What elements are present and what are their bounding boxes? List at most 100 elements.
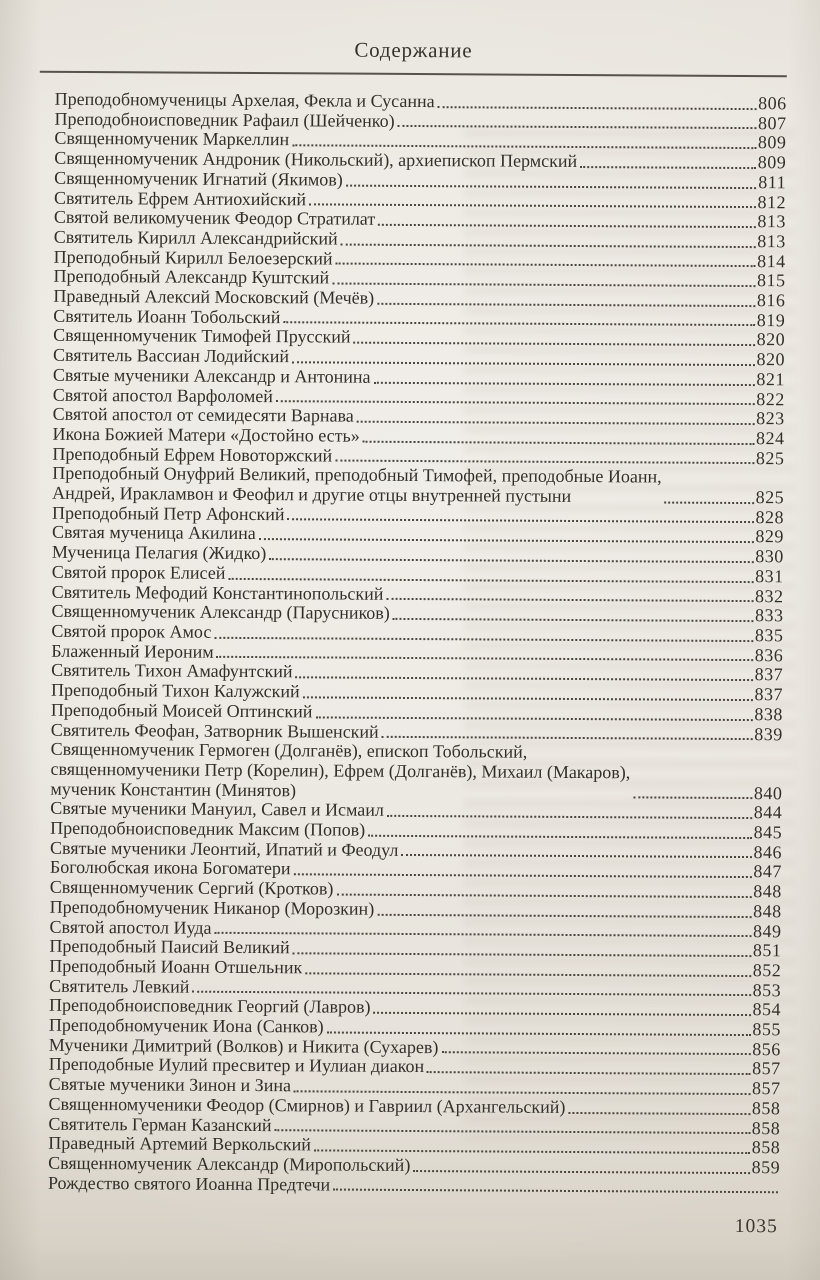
dot-leader [377, 913, 752, 918]
dot-leader [335, 262, 756, 268]
dot-leader [216, 656, 753, 662]
dot-leader [397, 125, 756, 130]
toc-entry-page-number: 825 [755, 487, 785, 508]
toc-entry-page-number: 828 [755, 506, 785, 528]
toc-entry-page-number: 847 [753, 861, 782, 882]
toc-entry-page-number: 823 [756, 408, 785, 429]
dot-leader [427, 1071, 751, 1076]
toc-entry: Преподобный Онуфрий Великий, преподобный… [52, 463, 785, 508]
toc-entry-page-number: 857 [752, 1078, 781, 1099]
dot-leader [275, 400, 755, 406]
toc-entry-title: Святитель Левкий [49, 975, 190, 997]
dot-leader [373, 1011, 751, 1017]
dot-leader [315, 715, 753, 721]
dot-leader [335, 459, 754, 465]
toc-entry-page-number: 821 [756, 368, 785, 390]
toc-entry-page-number: 814 [757, 250, 786, 271]
toc-entry-title: Преподобный Иоанн Отшельник [49, 955, 303, 978]
dot-leader [345, 184, 757, 189]
toc-entry-page-number: 852 [752, 960, 782, 981]
dot-leader [633, 796, 752, 800]
toc-entry-title: Преподобномученик Никанор (Морозкин) [49, 896, 375, 919]
toc-entry-page-number: 840 [753, 782, 783, 803]
toc-entry-title: Преподобный Моисей Оптинский [50, 699, 313, 722]
dot-leader [377, 302, 755, 307]
dot-leader [313, 1149, 750, 1155]
dot-leader [292, 361, 755, 366]
toc-entry-title: Преподобномученик Иона (Санков) [48, 1014, 324, 1037]
dot-leader [580, 165, 756, 169]
dot-leader [333, 1188, 778, 1194]
toc-entry-page-number: 819 [756, 309, 786, 331]
dot-leader [293, 1090, 751, 1095]
toc-entry-page-number: 825 [755, 447, 785, 468]
dot-leader [441, 1051, 751, 1056]
toc-entry-page-number: 858 [751, 1117, 781, 1138]
toc-entry-page-number: 813 [757, 231, 786, 252]
toc-entry-page-number: 858 [751, 1097, 781, 1119]
toc-entry-page-number: 837 [754, 684, 784, 705]
dot-leader [214, 636, 753, 642]
toc-entry-title: Священномученик Игнатий (Якимов) [54, 167, 343, 190]
dot-leader [326, 1031, 751, 1036]
toc-entry-title: Святой пророк Амос [51, 620, 212, 642]
dot-leader [437, 105, 757, 110]
toc-entry-title: Святые мученики Александр и Антонина [52, 364, 371, 387]
dot-leader [258, 538, 754, 544]
toc-entry-page-number: 859 [751, 1157, 781, 1178]
toc-list: Преподобномученицы Архелая, Фекла и Суса… [33, 89, 787, 1198]
toc-entry-page-number: 858 [751, 1137, 781, 1158]
toc-entry-page-number: 851 [752, 940, 782, 961]
dot-leader [386, 814, 752, 820]
toc-entry-page-number: 813 [757, 211, 786, 232]
dot-leader [228, 577, 754, 583]
dot-leader [336, 893, 752, 898]
toc-entry-page-number: 833 [754, 605, 784, 626]
toc-entry-page-number: 839 [754, 723, 783, 744]
toc-entry-page-number: 837 [754, 664, 784, 685]
toc-entry-page-number: 811 [758, 171, 787, 193]
dot-leader [568, 1111, 750, 1115]
dot-leader [293, 873, 752, 879]
toc-entry-page-number: 855 [752, 1019, 782, 1040]
toc-entry-title: Преподобный Тихон Калужский [50, 679, 300, 702]
dot-leader [664, 501, 754, 504]
dot-leader [309, 203, 756, 209]
dot-leader [373, 381, 755, 386]
toc-entry-page-number: 830 [755, 546, 784, 567]
toc-entry-title: Блаженный Иероним [51, 640, 214, 662]
dot-leader [292, 144, 756, 150]
toc-entry: Рождество святого Иоанна Предтечи [47, 1172, 780, 1197]
title-divider [39, 70, 787, 78]
dot-leader [305, 971, 751, 977]
dot-leader [362, 440, 755, 445]
dot-leader [368, 834, 752, 839]
toc-entry-title: Святые мученики Зинон и Зина [48, 1073, 292, 1096]
toc-entry-title: Рождество святого Иоанна Предтечи [47, 1172, 331, 1195]
toc-entry-page-number: 853 [752, 979, 782, 1000]
toc-entry-page-number: 829 [755, 526, 785, 547]
toc-entry-page-number: 806 [758, 93, 787, 114]
toc-entry-page-number: 831 [755, 565, 784, 587]
dot-leader [274, 1129, 750, 1135]
toc-entry-page-number: 816 [756, 290, 786, 311]
toc-entry-title: Мученица Пелагия (Жидко) [51, 541, 267, 564]
toc-entry-title: Святая мученица Акилина [51, 522, 256, 544]
toc-entry-page-number: 822 [756, 388, 785, 409]
dot-leader [386, 598, 754, 603]
toc-entry-page-number: 845 [753, 822, 783, 843]
toc-entry-title: Преподобный Онуфрий Великий, преподобный… [52, 463, 662, 507]
toc-entry-title: Святитель Герман Казанский [48, 1113, 272, 1135]
dot-leader [356, 420, 755, 426]
toc-entry-title: Святой пророк Елисей [51, 561, 226, 583]
toc-entry-page-number: 824 [756, 428, 785, 449]
dot-leader [401, 854, 752, 859]
toc-entry-page-number: 848 [753, 881, 782, 902]
toc-entry-title: Святитель Кирилл Александрийский [53, 226, 338, 249]
toc-entry-page-number: 849 [752, 920, 782, 941]
dot-leader [378, 223, 756, 229]
toc-entry-page-number: 809 [757, 132, 787, 153]
toc-entry-page-number: 820 [756, 329, 786, 350]
toc-entry-page-number: 836 [754, 644, 784, 665]
toc-entry-page-number: 809 [757, 152, 787, 173]
